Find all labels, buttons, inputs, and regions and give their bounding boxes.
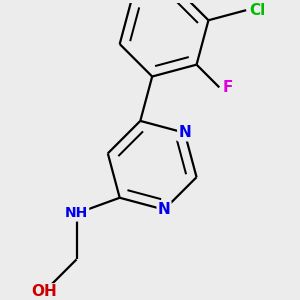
Text: NH: NH	[65, 206, 88, 220]
Text: N: N	[158, 202, 170, 217]
Text: Cl: Cl	[249, 3, 265, 18]
Text: N: N	[178, 125, 191, 140]
Text: OH: OH	[31, 284, 57, 299]
Text: F: F	[223, 80, 233, 95]
